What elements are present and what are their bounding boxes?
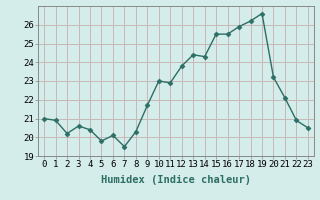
X-axis label: Humidex (Indice chaleur): Humidex (Indice chaleur) — [101, 175, 251, 185]
